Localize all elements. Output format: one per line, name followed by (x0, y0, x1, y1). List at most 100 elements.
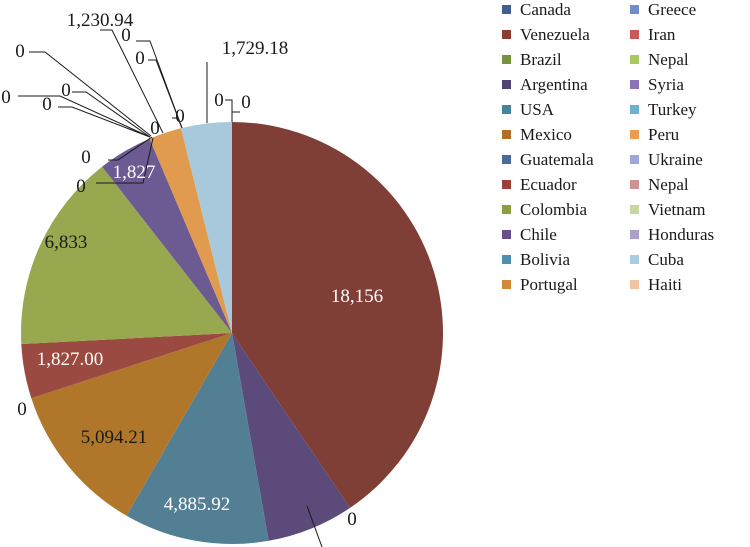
zero-label: 0 (42, 94, 52, 115)
legend-swatch-icon (502, 80, 511, 89)
pie-slices (21, 122, 444, 544)
pie-slice-cuba (180, 122, 232, 333)
legend-label: Iran (648, 24, 676, 44)
legend-item-haiti: Haiti (630, 272, 682, 297)
zero-label: 0 (214, 90, 224, 111)
slice-label-cuba: 1,729.18 (222, 38, 289, 59)
legend-swatch-icon (630, 30, 639, 39)
legend-label: Ecuador (520, 174, 577, 194)
legend-item-usa: USA (502, 97, 554, 122)
legend-label: Brazil (520, 49, 562, 69)
legend-item-argentina: Argentina (502, 72, 588, 97)
legend-label: Argentina (520, 74, 588, 94)
legend-swatch-icon (502, 255, 511, 264)
legend-swatch-icon (630, 105, 639, 114)
legend-label: Peru (648, 124, 680, 144)
zero-label: 0 (121, 25, 131, 46)
legend-swatch-icon (502, 5, 511, 14)
legend-swatch-icon (502, 280, 511, 289)
zero-label: 0 (241, 92, 251, 113)
legend-item-guatemala: Guatemala (502, 147, 594, 172)
slice-label-venezuela: 18,156 (331, 286, 383, 307)
legend-label: Haiti (648, 274, 682, 294)
legend-label: Portugal (520, 274, 578, 294)
legend-label: USA (520, 99, 555, 119)
legend-label: Bolivia (520, 249, 571, 269)
zero-label: 0 (135, 48, 145, 69)
slice-label-colombia: 6,833 (45, 232, 88, 253)
legend-swatch-icon (502, 180, 511, 189)
legend-swatch-icon (502, 30, 511, 39)
legend-item-turkey: Turkey (630, 97, 697, 122)
legend-item-nepal: Nepal (630, 47, 689, 72)
legend-swatch-icon (502, 230, 511, 239)
legend-swatch-icon (630, 255, 639, 264)
legend-item-honduras: Honduras (630, 222, 714, 247)
pie-slice-ecuador (21, 333, 232, 399)
slice-label-portugal: 1,230.94 (67, 10, 134, 31)
legend-swatch-icon (630, 55, 639, 64)
pie-slice-mexico (31, 333, 233, 516)
legend-swatch-icon (630, 280, 639, 289)
zero-label: 0 (175, 106, 185, 127)
pie-slice-colombia (21, 166, 233, 345)
legend-swatch-icon (630, 180, 639, 189)
pie-slice-chile (102, 138, 232, 333)
legend-item-greece: Greece (630, 0, 696, 22)
legend-item-ukraine: Ukraine (630, 147, 703, 172)
legend-label: Venezuela (520, 24, 590, 44)
pie-slice-venezuela (232, 122, 444, 508)
legend-item-iran: Iran (630, 22, 675, 47)
slice-label-mexico: 5,094.21 (81, 427, 148, 448)
zero-label: 0 (61, 80, 71, 101)
legend-swatch-icon (502, 205, 511, 214)
legend-item-peru: Peru (630, 122, 679, 147)
legend-label: Mexico (520, 124, 572, 144)
legend-label: Chile (520, 224, 557, 244)
legend-item-syria: Syria (630, 72, 684, 97)
zero-label: 0 (1, 87, 11, 108)
legend-item-venezuela: Venezuela (502, 22, 590, 47)
legend-label: Nepal (648, 174, 689, 194)
pie-slice-portugal (149, 128, 232, 333)
legend-item-canada: Canada (502, 0, 571, 22)
pie-slice-argentina (232, 333, 350, 541)
legend-label: Ukraine (648, 149, 703, 169)
slice-label-chile: 1,827 (113, 162, 156, 183)
legend-label: Cuba (648, 249, 684, 269)
zero-label: 0 (76, 176, 86, 197)
slice-label-usa: 4,885.92 (164, 494, 231, 515)
zero-label: 0 (17, 399, 27, 420)
legend-item-bolivia: Bolivia (502, 247, 570, 272)
legend-swatch-icon (630, 155, 639, 164)
slice-label-argentina: 0 (347, 509, 357, 530)
legend-swatch-icon (630, 5, 639, 14)
legend-swatch-icon (502, 130, 511, 139)
legend-label: Turkey (648, 99, 697, 119)
legend-swatch-icon (630, 130, 639, 139)
legend-label: Vietnam (648, 199, 706, 219)
legend-swatch-icon (630, 230, 639, 239)
legend-item-portugal: Portugal (502, 272, 578, 297)
legend-item-colombia: Colombia (502, 197, 587, 222)
legend-swatch-icon (502, 105, 511, 114)
slice-label-ecuador: 1,827.00 (37, 349, 104, 370)
pie-slice-usa (126, 333, 269, 544)
legend-label: Canada (520, 0, 571, 19)
legend-label: Honduras (648, 224, 715, 244)
zero-label: 0 (150, 118, 160, 139)
legend-swatch-icon (502, 55, 511, 64)
zero-label: 0 (81, 147, 91, 168)
legend-item-chile: Chile (502, 222, 557, 247)
legend-item-nepal: Nepal (630, 172, 689, 197)
label-leader-lines (18, 29, 323, 547)
legend-label: Syria (648, 74, 684, 94)
legend-swatch-icon (502, 155, 511, 164)
legend-label: Colombia (520, 199, 588, 219)
legend-label: Guatemala (520, 149, 594, 169)
legend-item-brazil: Brazil (502, 47, 562, 72)
zero-label: 0 (15, 41, 25, 62)
legend-label: Nepal (648, 49, 689, 69)
